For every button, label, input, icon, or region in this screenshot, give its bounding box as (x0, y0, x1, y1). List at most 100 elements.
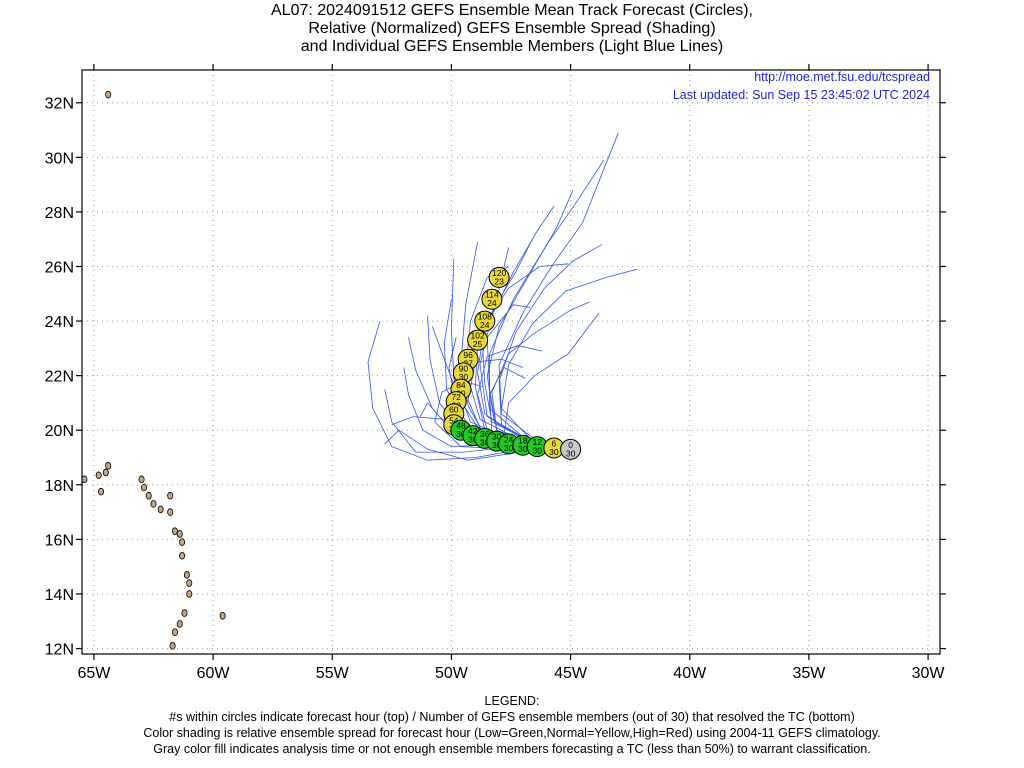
forecast-hour: 36 (480, 429, 490, 439)
map-frame (81, 69, 941, 655)
lat-tick-label: 32N (45, 96, 74, 113)
forecast-hour: 60 (449, 404, 459, 414)
member-count: 24 (487, 298, 497, 308)
forecast-hour: 18 (518, 436, 528, 446)
forecast-hour: 42 (468, 426, 478, 436)
lon-tick-label: 60W (197, 665, 231, 682)
forecast-hour: 120 (492, 268, 506, 278)
island (171, 628, 178, 636)
island (181, 609, 188, 617)
lon-tick-label: 30W (912, 665, 946, 682)
last-updated: Last updated: Sun Sep 15 23:45:02 UTC 20… (673, 88, 930, 102)
forecast-hour: 54 (449, 415, 459, 425)
lat-tick-label: 30N (45, 150, 74, 167)
island (186, 579, 193, 587)
title-line-3: and Individual GEFS Ensemble Members (Li… (300, 38, 724, 55)
ensemble-member-track (503, 312, 600, 450)
island (150, 500, 157, 508)
lon-tick-label: 55W (316, 665, 350, 682)
member-count: 30 (468, 435, 478, 445)
forecast-hour: 24 (504, 434, 514, 444)
forecast-hour: 114 (485, 290, 499, 300)
ensemble-mean-track: 1202311424108241022596279030843072306030… (443, 266, 582, 460)
forecast-hour: 12 (532, 437, 542, 447)
forecast-hour: 96 (463, 350, 473, 360)
lat-tick-label: 16N (45, 532, 74, 549)
member-count: 30 (504, 443, 514, 453)
forecast-hour: 30 (492, 432, 502, 442)
island (140, 483, 147, 492)
forecast-hour: 72 (451, 392, 461, 402)
island (98, 487, 105, 496)
member-count: 30 (459, 372, 469, 382)
member-count: 30 (492, 440, 502, 450)
island (176, 620, 183, 628)
lon-tick-label: 50W (435, 665, 469, 682)
island (176, 530, 183, 538)
lat-tick-label: 24N (45, 314, 74, 331)
legend-line-3: Gray color fill indicates analysis time … (153, 742, 871, 756)
legend: LEGEND: #s within circles indicate forec… (0, 693, 1024, 757)
land-layer (81, 90, 226, 650)
lat-tick-label: 12N (45, 642, 74, 659)
member-count: 25 (473, 339, 483, 349)
forecast-circle (481, 288, 503, 310)
island (95, 471, 102, 480)
member-count: 30 (566, 448, 576, 458)
lon-tick-label: 35W (792, 665, 826, 682)
island (138, 475, 145, 484)
island (102, 468, 109, 477)
forecast-hour: 6 (552, 438, 557, 448)
legend-heading: LEGEND: (484, 694, 540, 708)
lat-tick-label: 18N (45, 478, 74, 495)
ensemble-member-track (489, 159, 605, 450)
gridlines (82, 70, 940, 654)
member-count: 30 (456, 429, 466, 439)
lat-tick-label: 14N (45, 587, 74, 604)
island (179, 538, 186, 546)
lat-tick-label: 26N (45, 259, 74, 276)
forecast-hour: 84 (456, 380, 466, 390)
ensemble-member-tracks (367, 132, 638, 461)
lon-tick-label: 45W (554, 665, 588, 682)
island (219, 611, 226, 620)
island (157, 505, 164, 514)
member-count: 30 (518, 444, 528, 454)
lon-tick-label: 65W (77, 665, 111, 682)
forecast-hour: 108 (478, 312, 492, 322)
member-count: 30 (480, 437, 490, 447)
axes: 65W 60W 55W 50W 45W 40W 35W 30W 12N 14N 16N 18N 20N 2… (45, 64, 946, 682)
forecast-circle (467, 329, 489, 351)
member-count: 30 (532, 446, 542, 456)
forecast-circle (488, 266, 510, 288)
island (186, 590, 193, 598)
lat-tick-label: 22N (45, 369, 74, 386)
forecast-circle (560, 438, 582, 460)
member-count: 23 (494, 276, 504, 286)
island (183, 571, 190, 579)
title-line-1: AL07: 2024091512 GEFS Ensemble Mean Trac… (271, 2, 753, 19)
member-count: 27 (463, 358, 473, 368)
island (167, 508, 174, 516)
forecast-hour: 90 (459, 363, 469, 373)
title-line-2: Relative (Normalized) GEFS Ensemble Spre… (308, 20, 716, 37)
forecast-hour: 48 (456, 421, 466, 431)
lon-tick-label: 40W (673, 665, 707, 682)
forecast-circle (474, 310, 496, 332)
mean-track-circle: 630 (543, 437, 565, 459)
island (145, 491, 152, 500)
island (179, 551, 186, 560)
lat-tick-label: 28N (45, 205, 74, 222)
chart-title: AL07: 2024091512 GEFS Ensemble Mean Trac… (0, 2, 1024, 56)
ensemble-member-track (501, 268, 638, 450)
source-url[interactable]: http://moe.met.fsu.edu/tcspread (754, 70, 930, 84)
mean-track-circle: 030 (560, 438, 582, 460)
ensemble-member-track (498, 132, 619, 450)
forecast-hour: 102 (471, 331, 485, 341)
